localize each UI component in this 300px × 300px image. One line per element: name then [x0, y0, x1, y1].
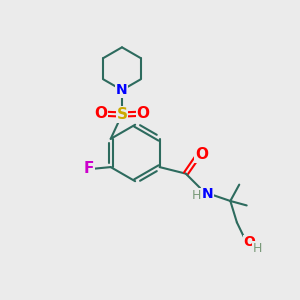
Text: O: O: [243, 235, 255, 249]
Text: O: O: [95, 106, 108, 122]
Text: O: O: [195, 147, 208, 162]
Text: N: N: [116, 83, 128, 97]
Text: N: N: [116, 83, 128, 97]
Text: S: S: [116, 107, 128, 122]
Text: O: O: [136, 106, 149, 122]
Text: N: N: [202, 187, 214, 200]
Text: H: H: [252, 242, 262, 255]
Text: F: F: [84, 161, 94, 176]
Text: H: H: [192, 189, 201, 202]
